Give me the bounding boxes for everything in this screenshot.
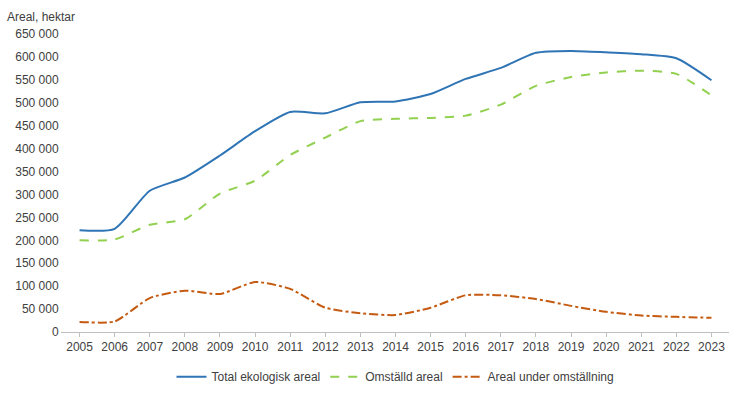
svg-text:2016: 2016 (452, 340, 479, 354)
svg-text:400 000: 400 000 (15, 142, 59, 156)
svg-text:550 000: 550 000 (15, 73, 59, 87)
svg-text:Total ekologisk areal: Total ekologisk areal (212, 370, 321, 384)
svg-text:600 000: 600 000 (15, 50, 59, 64)
svg-text:2011: 2011 (277, 340, 303, 354)
svg-text:2023: 2023 (698, 340, 725, 354)
svg-text:2020: 2020 (593, 340, 620, 354)
svg-text:0: 0 (52, 325, 59, 339)
svg-text:2008: 2008 (172, 340, 199, 354)
svg-text:2009: 2009 (207, 340, 234, 354)
svg-text:2013: 2013 (347, 340, 374, 354)
svg-text:350 000: 350 000 (15, 165, 59, 179)
svg-text:2007: 2007 (136, 340, 163, 354)
svg-text:200 000: 200 000 (15, 234, 59, 248)
svg-text:650 000: 650 000 (15, 27, 59, 41)
svg-text:Omställd areal: Omställd areal (365, 370, 442, 384)
svg-text:2006: 2006 (101, 340, 128, 354)
svg-text:2019: 2019 (558, 340, 585, 354)
svg-text:Areal under omställning: Areal under omställning (488, 370, 614, 384)
svg-text:2005: 2005 (66, 340, 93, 354)
svg-text:Areal, hektar: Areal, hektar (7, 10, 75, 24)
svg-text:2015: 2015 (417, 340, 444, 354)
svg-text:100 000: 100 000 (15, 279, 59, 293)
svg-text:150 000: 150 000 (15, 256, 59, 270)
svg-text:500 000: 500 000 (15, 96, 59, 110)
svg-text:450 000: 450 000 (15, 119, 59, 133)
svg-text:250 000: 250 000 (15, 211, 59, 225)
svg-text:2010: 2010 (242, 340, 269, 354)
svg-text:2014: 2014 (382, 340, 409, 354)
svg-text:50 000: 50 000 (22, 302, 59, 316)
svg-text:2017: 2017 (487, 340, 514, 354)
svg-text:2018: 2018 (523, 340, 550, 354)
svg-text:2021: 2021 (628, 340, 655, 354)
svg-text:2022: 2022 (663, 340, 690, 354)
svg-text:300 000: 300 000 (15, 188, 59, 202)
svg-text:2012: 2012 (312, 340, 339, 354)
